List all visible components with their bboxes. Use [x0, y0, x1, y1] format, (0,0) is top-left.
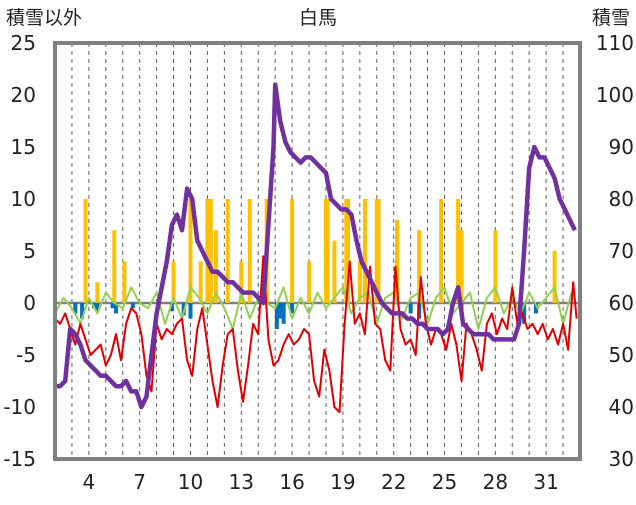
y-left-tick-label: 25 — [11, 31, 36, 55]
precipitation-bar — [552, 251, 557, 303]
negative_bars-bar — [130, 303, 135, 309]
y-right-tick-label: 80 — [609, 187, 634, 211]
negative_bars-bar — [73, 303, 78, 314]
chart-title: 白馬 — [299, 7, 337, 29]
precipitation-bar — [345, 199, 350, 303]
x-tick-label: 22 — [381, 470, 406, 494]
negative_bars-bar — [278, 303, 283, 319]
left-axis-title: 積雪以外 — [6, 7, 82, 29]
x-tick-label: 28 — [483, 470, 508, 494]
precipitation-bar — [225, 199, 230, 303]
negative_bars-bar — [408, 303, 413, 314]
x-tick-label: 25 — [432, 470, 457, 494]
precipitation-bar — [362, 199, 367, 303]
negative_bars-bar — [290, 303, 295, 314]
precipitation-bar — [122, 261, 127, 303]
precipitation-bar — [307, 261, 312, 303]
negative_bars-bar — [80, 303, 85, 319]
precipitation-bar — [493, 230, 498, 303]
precipitation-bar — [325, 199, 330, 303]
precipitation-bar — [239, 261, 244, 303]
y-right-tick-label: 100 — [596, 83, 634, 107]
x-tick-label: 7 — [133, 470, 146, 494]
precipitation-bar — [417, 230, 422, 303]
y-right-tick-label: 50 — [609, 343, 634, 367]
precipitation-bar — [171, 261, 176, 303]
y-left-tick-label: -5 — [16, 343, 36, 367]
precipitation-bar — [395, 219, 400, 303]
negative_bars-bar — [281, 303, 286, 324]
x-tick-label: 16 — [279, 470, 304, 494]
precipitation-bar — [188, 199, 193, 303]
y-left-tick-label: 20 — [11, 83, 36, 107]
precipitation-bar — [208, 199, 213, 303]
negative_bars-bar — [274, 303, 279, 329]
left-axis-labels: 25 20 15 10 5 0 -5 -10 -15 — [3, 31, 36, 471]
precipitation-bar — [459, 230, 464, 303]
precipitation-bar — [439, 199, 444, 303]
precipitation-bar — [83, 199, 88, 303]
precipitation-bar — [213, 230, 218, 303]
y-right-tick-label: 70 — [609, 239, 634, 263]
y-right-tick-label: 90 — [609, 135, 634, 159]
y-left-tick-label: -10 — [3, 395, 36, 419]
grid-layer — [55, 43, 580, 459]
x-axis-labels: 4 7 10 13 16 19 22 25 28 31 — [83, 470, 559, 494]
negative_bars-bar — [188, 303, 193, 319]
y-right-tick-label: 60 — [609, 291, 634, 315]
y-left-tick-label: 0 — [23, 291, 36, 315]
precipitation-bar — [456, 199, 461, 303]
y-left-tick-label: -15 — [3, 447, 36, 471]
x-tick-label: 31 — [533, 470, 558, 494]
right-axis-labels: 110 100 90 80 70 60 50 40 30 — [596, 31, 634, 471]
x-tick-label: 13 — [229, 470, 254, 494]
x-tick-label: 4 — [83, 470, 96, 494]
y-left-tick-label: 5 — [23, 239, 36, 263]
negative_bars-bar — [169, 303, 174, 312]
negative_bars-bar — [522, 303, 527, 324]
plot-frame — [53, 41, 582, 461]
y-right-tick-label: 30 — [609, 447, 634, 471]
snow_depth-line — [55, 82, 577, 410]
y-left-tick-label: 15 — [11, 135, 36, 159]
precipitation-bar — [357, 261, 362, 303]
precipitation-bar — [290, 199, 295, 303]
x-tick-label: 10 — [178, 470, 203, 494]
negative_bars-bar — [533, 303, 538, 314]
y-right-tick-label: 40 — [609, 395, 634, 419]
y-right-tick-label: 110 — [596, 31, 634, 55]
line-layer — [54, 82, 578, 414]
precipitation-bar — [376, 199, 381, 303]
negative_bars-bar — [95, 303, 100, 312]
right-axis-title: 積雪 — [592, 7, 630, 29]
precipitation-bar — [95, 282, 100, 303]
precipitation-bar — [332, 240, 337, 303]
precipitation-bar — [247, 199, 252, 303]
x-tick-label: 19 — [330, 470, 355, 494]
temperature-line — [54, 255, 578, 414]
precipitation-bar — [198, 261, 203, 303]
negative_bars-bar — [110, 303, 115, 309]
precipitation-bar — [112, 230, 117, 303]
negative_bars-bar — [113, 303, 118, 314]
wind-line — [54, 286, 573, 330]
y-left-tick-label: 10 — [11, 187, 36, 211]
